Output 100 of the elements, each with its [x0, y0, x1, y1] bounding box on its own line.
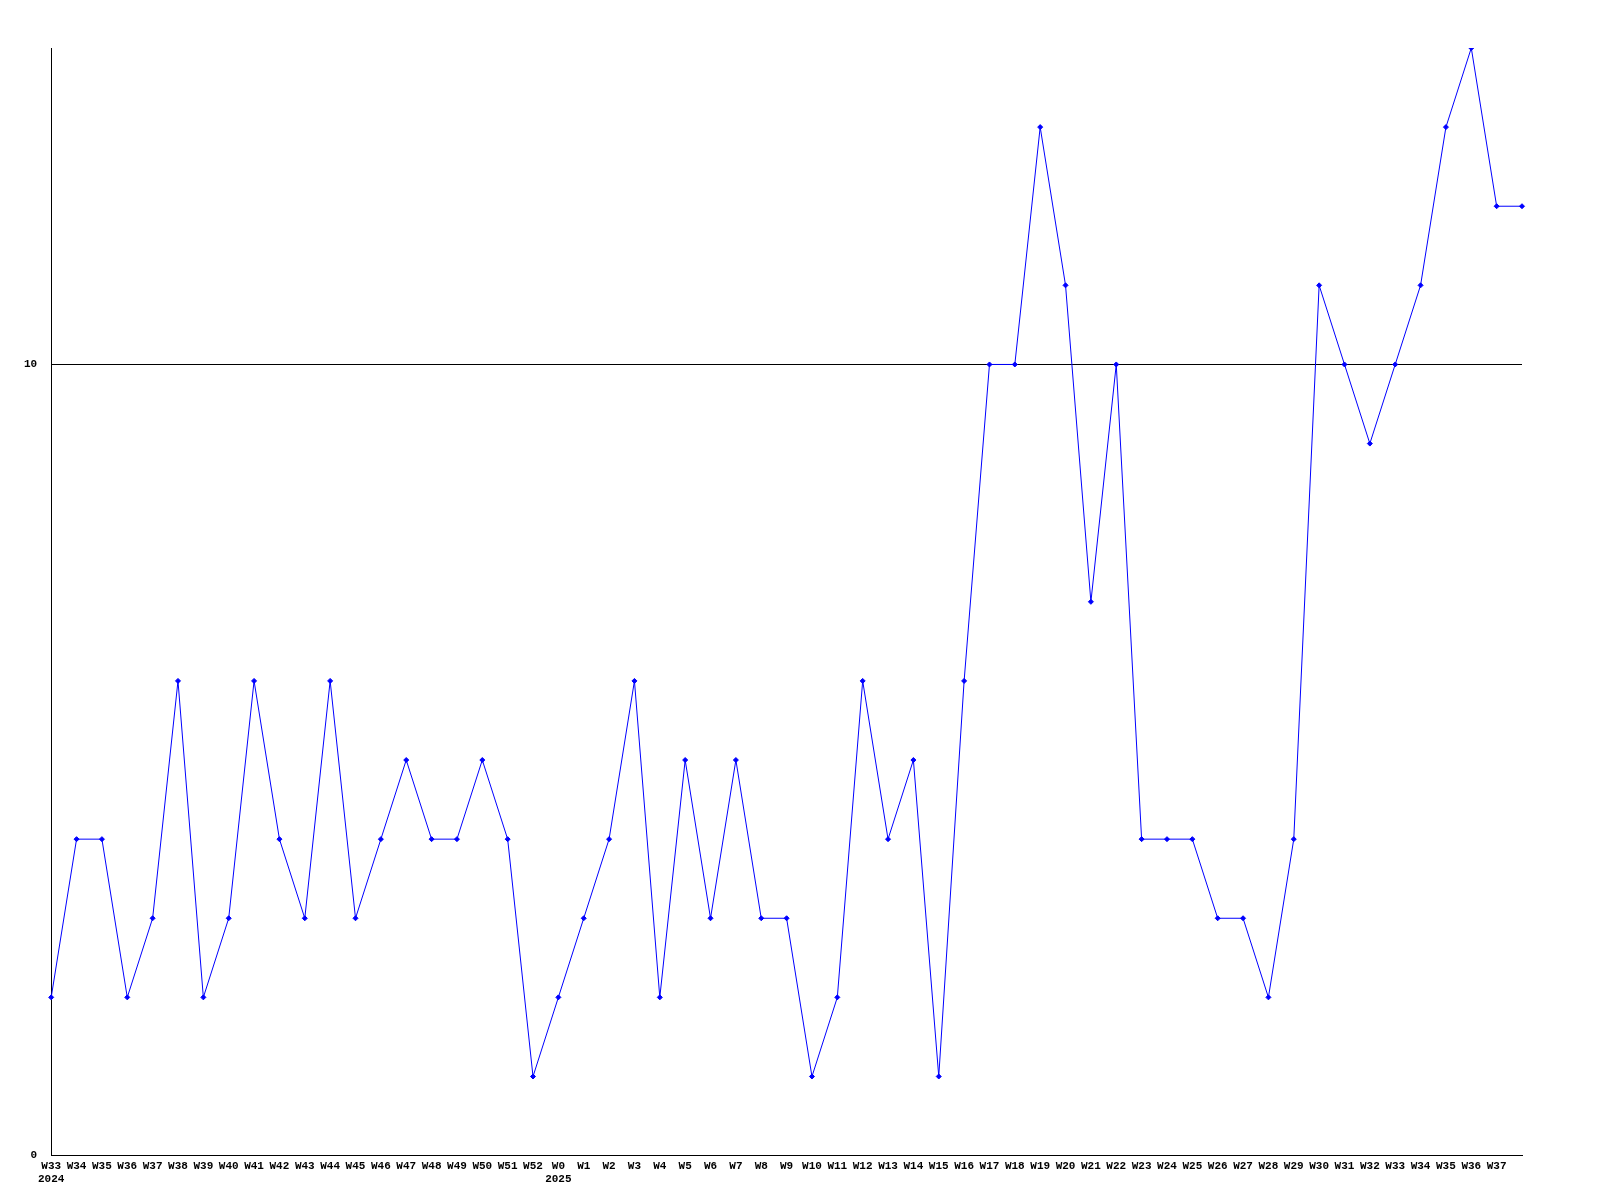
point [251, 677, 258, 684]
y-tick-label: 0 [30, 1149, 38, 1162]
x-tick-label: W4 [653, 1159, 667, 1172]
point [479, 757, 486, 764]
x-tick-label: W41 [244, 1159, 265, 1172]
x-tick-label: W52 [523, 1159, 543, 1172]
point [834, 994, 841, 1001]
x-tick-label: W47 [396, 1159, 417, 1172]
point [580, 915, 587, 922]
x-tick-label: W35 [92, 1159, 113, 1172]
x-tick-label: W13 [878, 1159, 899, 1172]
x-tick-label: W33 2024 [38, 1159, 65, 1186]
x-tick-label: W2 [602, 1159, 616, 1172]
point [301, 915, 308, 922]
x-tick-label: W43 [294, 1159, 316, 1172]
point [530, 1073, 537, 1080]
x-tick-label: W24 [1157, 1159, 1178, 1172]
point [986, 361, 993, 368]
point [1366, 440, 1373, 447]
x-tick-label: W38 [168, 1159, 189, 1172]
point [1442, 124, 1449, 131]
x-tick-label: W26 [1207, 1159, 1228, 1172]
point [1138, 836, 1145, 843]
point [783, 915, 790, 922]
x-tick-label: W40 [218, 1159, 239, 1172]
x-tick-label: W34 [66, 1159, 87, 1172]
point [403, 757, 410, 764]
point [352, 915, 359, 922]
point [631, 677, 638, 684]
point [1087, 598, 1094, 605]
x-tick-label: W10 [802, 1159, 822, 1172]
x-tick-label: W9 [780, 1159, 794, 1172]
x-tick-label: W16 [954, 1159, 975, 1172]
point [428, 836, 435, 843]
point [124, 994, 131, 1001]
x-tick-label: W6 [703, 1159, 718, 1172]
point [732, 757, 739, 764]
x-tick-label: W33 [1385, 1159, 1406, 1172]
point [1214, 915, 1221, 922]
x-tick-label: W35 [1436, 1159, 1457, 1172]
x-tick-label: W11 [827, 1159, 848, 1172]
point [682, 757, 689, 764]
x-tick-label: W12 [852, 1159, 873, 1172]
point [910, 757, 917, 764]
point [656, 994, 663, 1001]
point [1189, 836, 1196, 843]
x-tick-label: W1 [577, 1159, 591, 1172]
x-tick-label: W17 [979, 1159, 1000, 1172]
point [1392, 361, 1399, 368]
point [961, 677, 968, 684]
x-tick-label: W19 [1030, 1159, 1051, 1172]
x-tick-label: W44 [320, 1159, 341, 1172]
x-tick-label: W8 [754, 1159, 769, 1172]
point [1037, 124, 1044, 131]
x-tick-label: W46 [370, 1159, 391, 1172]
point [1240, 915, 1247, 922]
x-tick-label: W37 [1486, 1159, 1507, 1172]
point [758, 915, 765, 922]
x-tick-label: W32 [1359, 1159, 1380, 1172]
x-tick-label: W22 [1106, 1159, 1127, 1172]
x-tick-label: W5 [678, 1159, 693, 1172]
point [200, 994, 207, 1001]
point [225, 915, 232, 922]
x-tick-label: W31 [1334, 1159, 1355, 1172]
point [1316, 282, 1323, 289]
point [707, 915, 714, 922]
point [1519, 203, 1525, 210]
point [555, 994, 562, 1001]
point [453, 836, 460, 843]
point [808, 1073, 815, 1080]
x-tick-label: W36 [1461, 1159, 1482, 1172]
point [48, 994, 55, 1001]
x-tick-label: W15 [928, 1159, 950, 1172]
x-tick-label: W23 [1131, 1159, 1152, 1172]
x-tick-label: W21 [1081, 1159, 1102, 1172]
point [1265, 994, 1272, 1001]
x-tick-label: W0 2025 [545, 1159, 572, 1186]
x-tick-label: W27 [1233, 1159, 1253, 1172]
x-tick-label: W20 [1055, 1159, 1076, 1172]
point [885, 836, 892, 843]
point [1011, 361, 1018, 368]
x-tick-label: W18 [1004, 1159, 1026, 1172]
x-tick-label: W48 [421, 1159, 442, 1172]
y-tick-label: 10 [24, 358, 38, 371]
point [276, 836, 283, 843]
x-tick-label: W14 [903, 1159, 924, 1172]
x-tick-label: W36 [117, 1159, 138, 1172]
point [149, 915, 156, 922]
x-tick-label: W3 [627, 1159, 642, 1172]
point [73, 836, 80, 843]
x-tick-label: W37 [142, 1159, 163, 1172]
x-tick-label: W49 [447, 1159, 467, 1172]
point [1341, 361, 1348, 368]
point [1493, 203, 1500, 210]
point [327, 677, 334, 684]
x-tick-label: W45 [345, 1159, 366, 1172]
x-tick-label: W50 [472, 1159, 493, 1172]
point [859, 677, 866, 684]
x-tick-label: W34 [1410, 1159, 1431, 1172]
point [606, 836, 613, 843]
